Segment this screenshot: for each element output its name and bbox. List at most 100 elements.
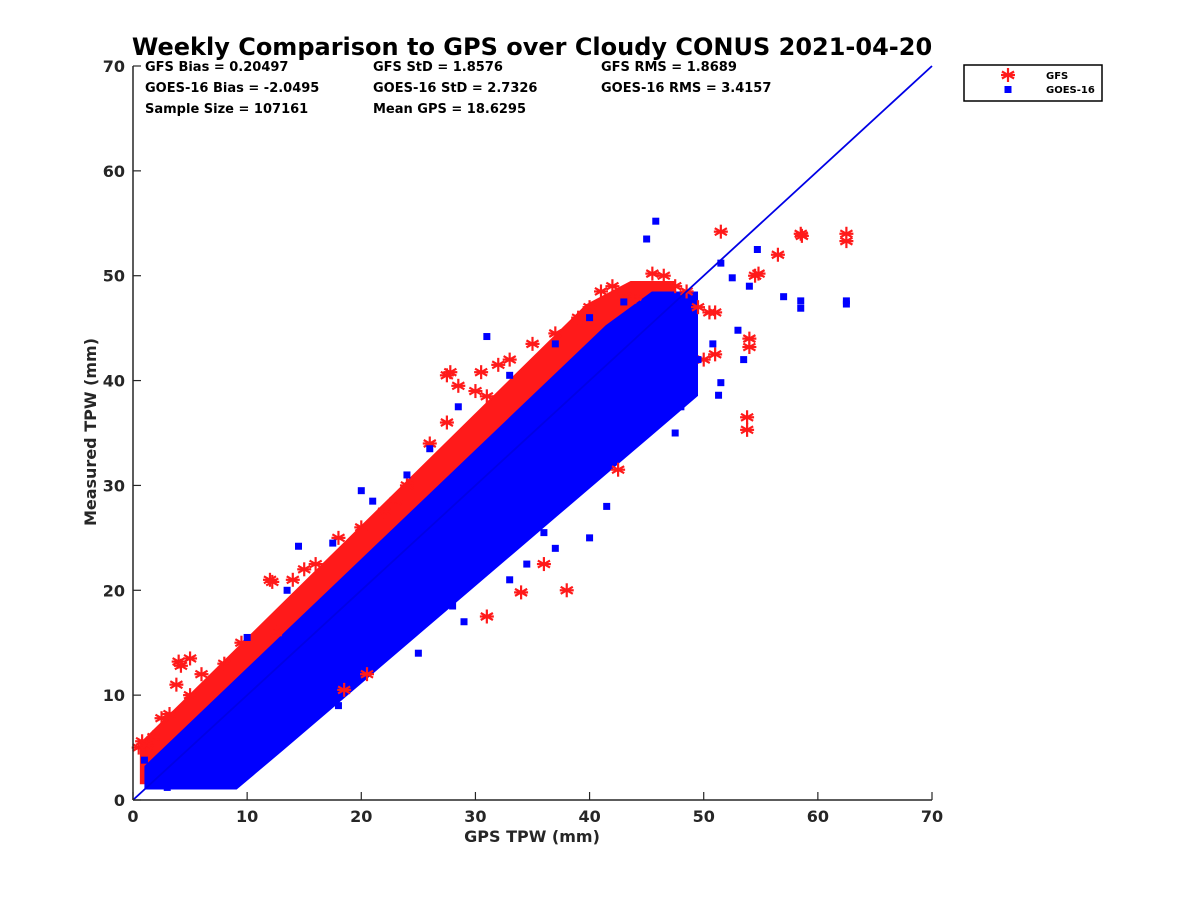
- stat-goes-rms: GOES-16 RMS = 3.4157: [601, 81, 771, 96]
- x-tick-label: 30: [464, 807, 486, 826]
- stat-sample-size: Sample Size = 107161: [145, 102, 308, 117]
- gfs-point-35: [582, 300, 597, 315]
- goes-point-19: [534, 508, 542, 516]
- gfs-point-27: [468, 384, 483, 399]
- goes-point-32: [317, 702, 325, 710]
- goes-point-6: [780, 293, 788, 301]
- gfs-point-30: [491, 357, 506, 372]
- x-tick-label: 40: [578, 807, 600, 826]
- gfs-point-64: [514, 585, 529, 600]
- gfs-point-49: [751, 266, 766, 281]
- goes-point-11: [709, 340, 717, 348]
- legend-marker-gfs: [1001, 68, 1015, 82]
- legend-box: [963, 64, 1103, 102]
- goes-point-14: [717, 379, 725, 387]
- goes-point-43: [329, 539, 337, 547]
- gfs-point-46: [708, 305, 723, 320]
- stats-block: GFS Bias = 0.20497 GFS StD = 1.8576 GFS …: [145, 60, 771, 117]
- goes-point-28: [460, 618, 468, 626]
- gfs-point-14: [265, 574, 280, 589]
- gfs-point-52: [794, 228, 809, 243]
- y-tick-label: 0: [114, 791, 125, 810]
- goes-point-2: [717, 259, 725, 267]
- goes-point-53: [683, 335, 691, 343]
- goes-point-16: [483, 333, 491, 341]
- gfs-point-25: [443, 365, 458, 380]
- goes-density-cloud: [144, 291, 699, 790]
- gfs-point-55: [740, 410, 755, 425]
- gfs-point-68: [183, 651, 198, 666]
- goes-point-34: [334, 702, 342, 710]
- gfs-point-16: [297, 562, 312, 577]
- gfs-point-57: [742, 331, 757, 346]
- goes-point-0: [652, 217, 660, 225]
- goes-point-38: [163, 783, 171, 791]
- y-tick-label: 10: [103, 686, 125, 705]
- gfs-point-11: [217, 656, 232, 671]
- stat-mean-gps: Mean GPS = 18.6295: [373, 102, 526, 117]
- goes-point-46: [426, 445, 434, 453]
- gfs-point-7: [173, 658, 188, 673]
- goes-point-27: [426, 613, 434, 620]
- goes-point-8: [797, 304, 805, 312]
- y-tick-label: 20: [103, 581, 125, 600]
- gfs-point-40: [645, 266, 660, 281]
- gfs-point-65: [559, 583, 574, 598]
- goes-point-40: [140, 756, 148, 764]
- goes-point-51: [620, 298, 628, 306]
- y-tick-label: 30: [103, 476, 125, 495]
- stat-goes-bias: GOES-16 Bias = -2.0495: [145, 81, 319, 96]
- goes-point-30: [403, 633, 411, 641]
- gfs-point-29: [479, 389, 494, 404]
- gfs-point-54: [839, 226, 854, 241]
- goes-point-42: [283, 586, 291, 594]
- legend-goes-square: [1004, 86, 1012, 93]
- goes-point-41: [243, 633, 251, 641]
- gfs-point-62: [359, 667, 374, 682]
- gfs-point-9: [183, 688, 198, 703]
- goes-point-35: [266, 744, 274, 752]
- goes-point-18: [357, 487, 365, 495]
- axes: 0 10 20 30 40 50 60 70 0 10 20 30 40 50 60 70: [103, 57, 943, 826]
- goes-point-13: [740, 356, 748, 364]
- gfs-point-56: [740, 422, 755, 437]
- legend-label-gfs: GFS: [1046, 71, 1068, 82]
- gfs-point-58: [742, 340, 757, 355]
- legend-marker-goes: [1004, 86, 1012, 93]
- goes-point-23: [603, 502, 611, 510]
- x-tick-label: 50: [693, 807, 715, 826]
- gfs-point-69: [268, 625, 283, 640]
- goes-point-39: [146, 770, 154, 778]
- scatter-layer: [131, 217, 854, 791]
- goes-point-1: [643, 235, 651, 243]
- gfs-point-60: [708, 347, 723, 362]
- goes-point-37: [186, 780, 194, 788]
- gfs-point-44: [691, 300, 706, 315]
- y-tick-label: 40: [103, 372, 125, 391]
- one-to-one-reference-line: [132, 65, 933, 801]
- goes-point-20: [540, 529, 548, 537]
- gfs-point-26: [451, 378, 466, 393]
- legend-label-goes: GOES-16: [1046, 85, 1095, 96]
- y-tick-label: 70: [103, 57, 125, 76]
- goes-point-15: [715, 391, 723, 399]
- goes-point-44: [369, 497, 377, 505]
- gfs-point-2: [139, 738, 154, 753]
- goes-point-21: [551, 544, 559, 552]
- goes-point-50: [586, 314, 594, 322]
- gfs-point-63: [479, 609, 494, 624]
- stat-goes-std: GOES-16 StD = 2.7326: [373, 81, 537, 96]
- gfs-point-37: [605, 279, 620, 294]
- stat-gfs-rms: GFS RMS = 1.8689: [601, 60, 737, 75]
- goes-point-36: [220, 770, 228, 778]
- x-tick-label: 70: [921, 807, 943, 826]
- goes-point-48: [506, 371, 514, 379]
- y-tick-label: 60: [103, 162, 125, 181]
- goes-point-5: [745, 282, 753, 290]
- legend-gfs-asterisk: [1001, 68, 1015, 82]
- gfs-point-31: [502, 352, 517, 367]
- goes-point-54: [694, 356, 702, 364]
- goes-point-17: [295, 542, 303, 550]
- goes-point-12: [734, 326, 742, 334]
